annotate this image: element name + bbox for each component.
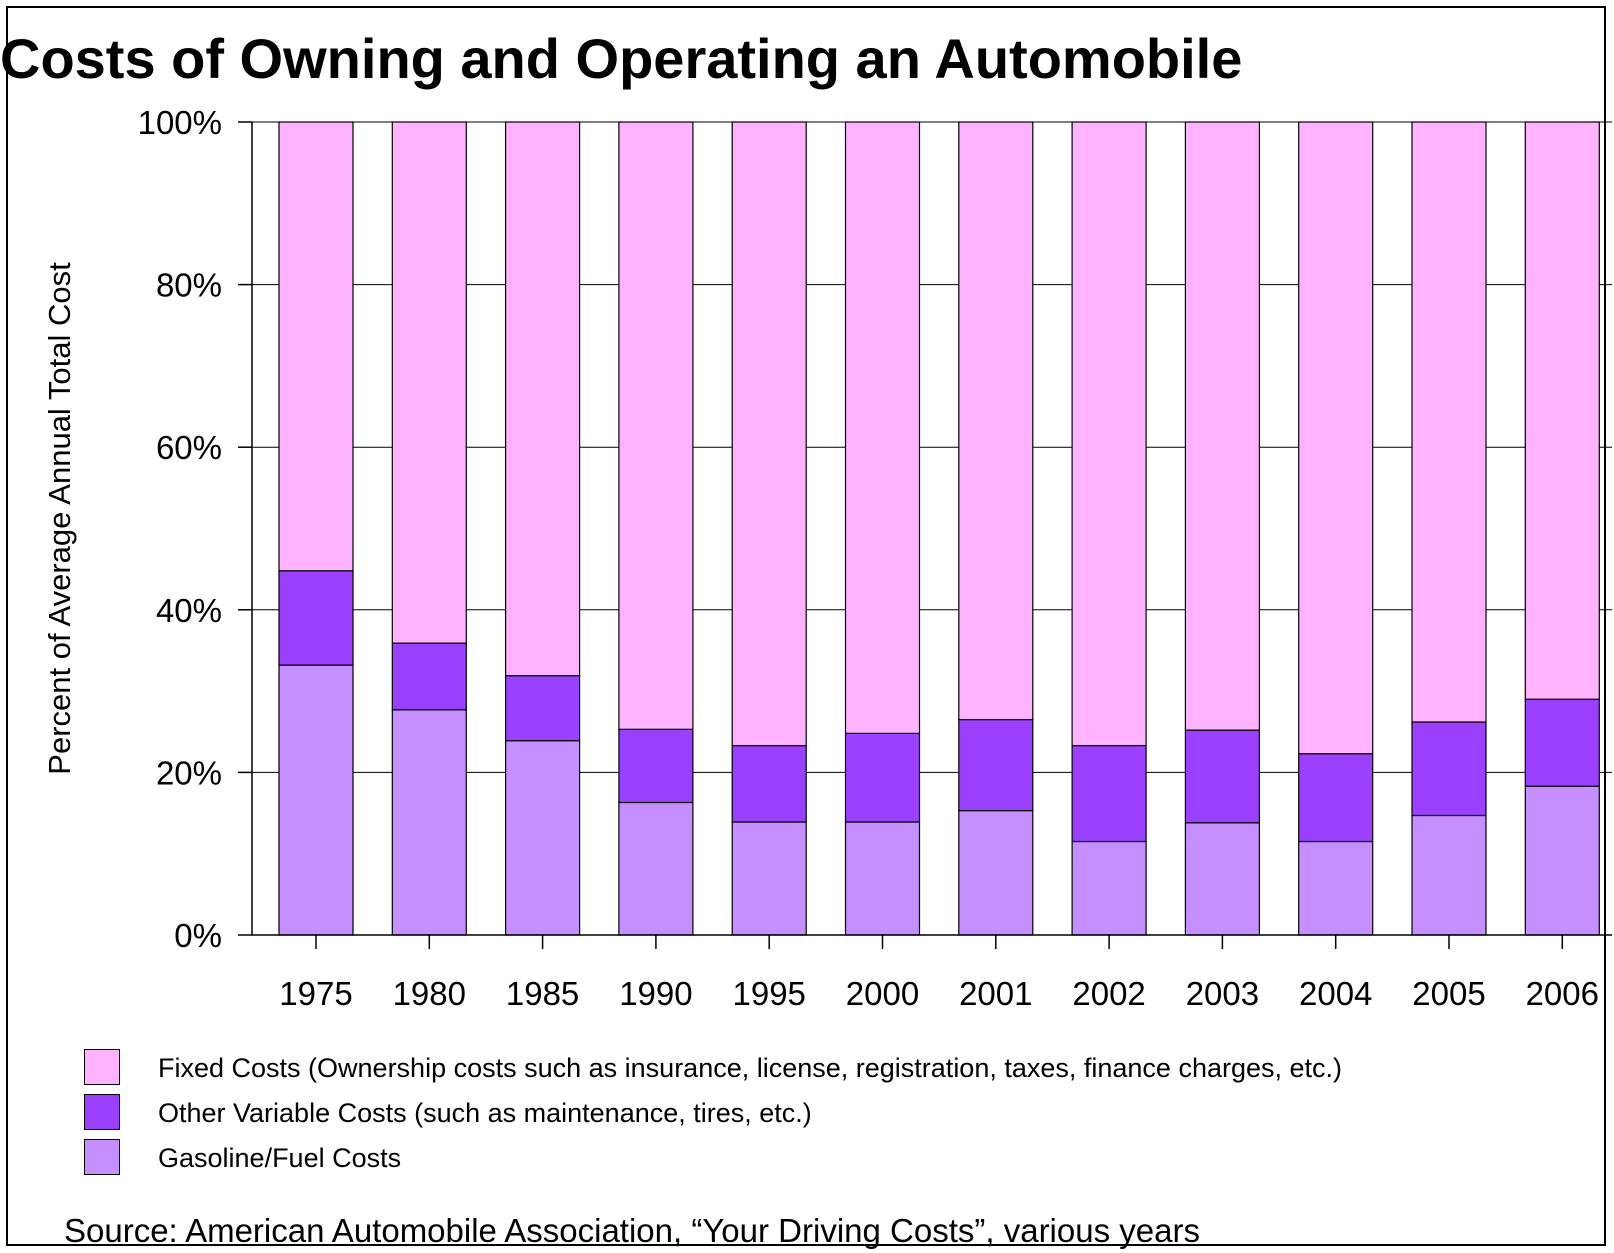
- legend-swatch-other-variable-costs: [84, 1094, 120, 1130]
- bar-segment: [1411, 121, 1487, 723]
- source-note: Source: American Automobile Association,…: [64, 1212, 1200, 1249]
- bar-segment: [505, 121, 581, 677]
- bar-segment: [391, 709, 467, 936]
- x-tick-label: 1985: [506, 975, 579, 1012]
- bar-segment: [618, 728, 694, 804]
- x-tick-label: 2001: [959, 975, 1032, 1012]
- legend-label-other-variable-costs: Other Variable Costs (such as maintenanc…: [158, 1098, 812, 1128]
- bar-segment: [1411, 814, 1487, 936]
- bar-segment: [1298, 840, 1374, 936]
- x-tick-label: 1975: [279, 975, 352, 1012]
- bar-segment: [505, 675, 581, 742]
- x-tick-label: 1980: [393, 975, 466, 1012]
- x-tick-label: 2006: [1526, 975, 1599, 1012]
- x-tick-label: 2002: [1072, 975, 1145, 1012]
- x-tick-label: 2000: [846, 975, 919, 1012]
- bar-segment: [1184, 121, 1261, 731]
- bar-segment: [618, 801, 694, 936]
- bar-segment: [1524, 121, 1600, 700]
- x-tick-label: 2005: [1412, 975, 1485, 1012]
- bar-segment: [844, 732, 921, 823]
- bar-segment: [1411, 721, 1487, 817]
- bar-segment: [1071, 121, 1147, 747]
- y-tick-label: 60%: [156, 429, 222, 466]
- bar-segment: [1071, 744, 1147, 843]
- y-tick-label: 20%: [156, 754, 222, 791]
- bar-segment: [958, 810, 1034, 936]
- bar-segment: [731, 744, 807, 823]
- x-tick-label: 1990: [619, 975, 692, 1012]
- y-tick-label: 80%: [156, 267, 222, 304]
- bar-segment: [1524, 698, 1600, 787]
- bar-segment: [391, 121, 467, 644]
- bar-segment: [1184, 729, 1261, 824]
- x-tick-label: 2004: [1299, 975, 1372, 1012]
- bar-segment: [618, 121, 694, 730]
- y-axis-title: Percent of Average Annual Total Cost: [42, 262, 77, 775]
- bar-segment: [1298, 121, 1374, 755]
- bar-segment: [958, 718, 1034, 812]
- bar-segment: [1071, 840, 1147, 936]
- bar-segment: [1184, 822, 1261, 936]
- bar-segment: [1298, 753, 1374, 843]
- bar-segment: [278, 121, 354, 572]
- bar-segment: [505, 740, 581, 936]
- bar-segment: [1524, 785, 1600, 936]
- bar-segment: [844, 121, 921, 734]
- y-tick-label: 40%: [156, 592, 222, 629]
- legend-label-fixed-costs: Fixed Costs (Ownership costs such as ins…: [158, 1053, 1343, 1083]
- bar-segment: [278, 570, 354, 666]
- y-tick-label: 100%: [138, 104, 222, 141]
- legend-label-gasoline-fuel-costs: Gasoline/Fuel Costs: [158, 1143, 402, 1173]
- y-tick-label: 0%: [174, 917, 222, 954]
- legend-swatch-fixed-costs: [84, 1049, 120, 1085]
- chart-frame: [6, 6, 1606, 1246]
- bar-segment: [731, 821, 807, 936]
- x-tick-label: 1995: [732, 975, 805, 1012]
- bar-segment: [844, 821, 921, 936]
- x-tick-label: 2003: [1186, 975, 1259, 1012]
- bar-segment: [391, 642, 467, 711]
- bar-segment: [731, 121, 807, 747]
- bar-segment: [958, 121, 1034, 721]
- legend-swatch-gasoline-fuel-costs: [84, 1139, 120, 1175]
- bar-segment: [278, 664, 354, 936]
- chart-title: Costs of Owning and Operating an Automob…: [0, 27, 1243, 90]
